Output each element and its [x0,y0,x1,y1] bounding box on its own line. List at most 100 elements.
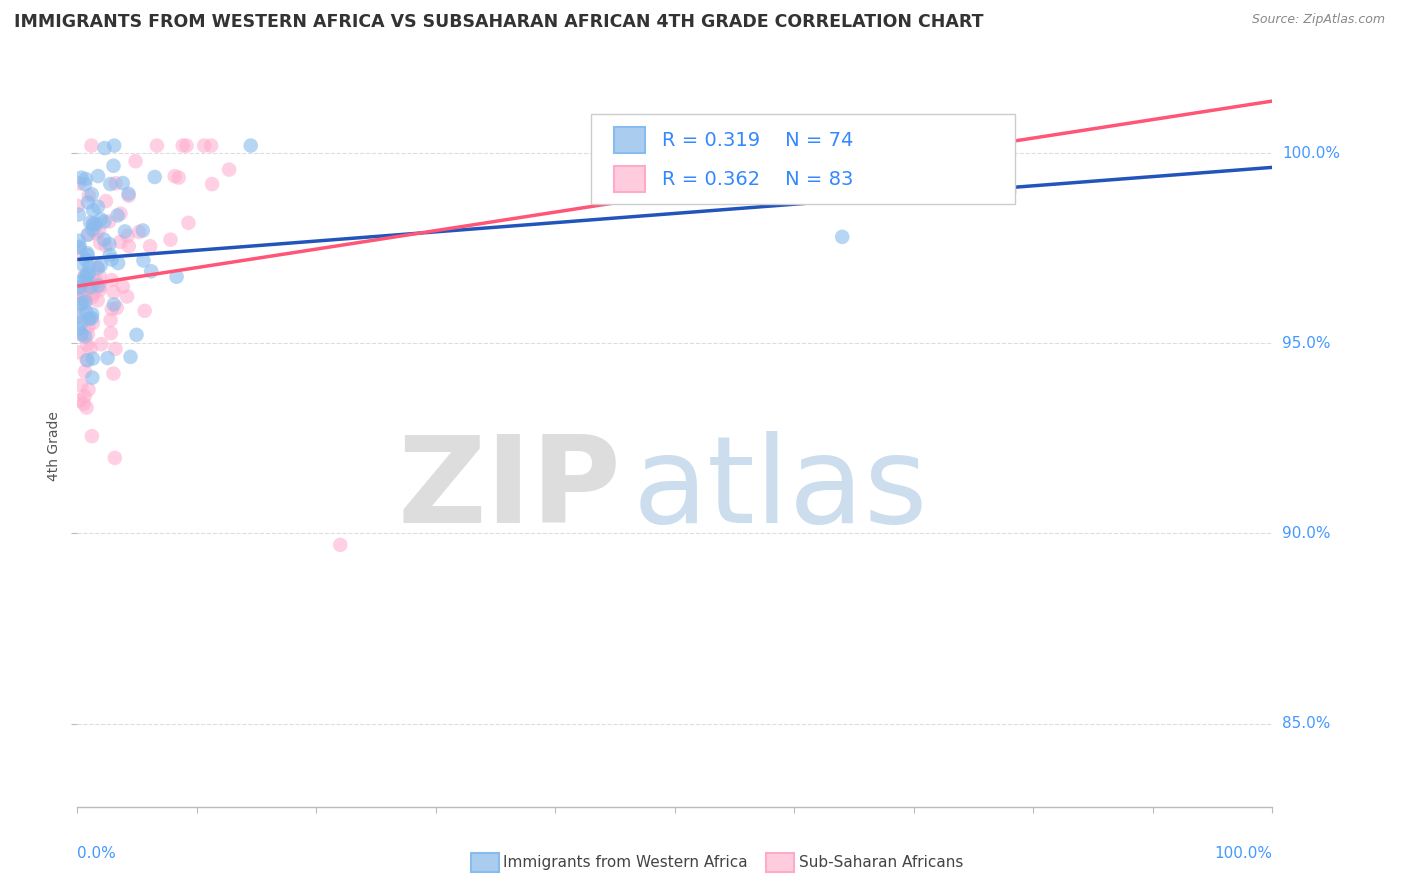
Point [100,313,122,327]
Point [97,351,120,365]
Point [118,239,141,253]
Point [103,297,125,311]
Point [128,225,150,239]
Point [104,342,127,356]
Point [76,352,98,367]
Point [70,170,93,185]
Point [77,327,100,342]
Point [76,246,98,260]
Bar [614,167,645,193]
Point [77,195,100,210]
Point [79,312,101,326]
Point [89,283,111,297]
Point [69,245,91,260]
Point [73,270,96,285]
Point [159,233,181,247]
Text: ZIP: ZIP [398,431,621,548]
Point [98,248,121,262]
Point [120,350,142,364]
Point [84,275,107,289]
Point [82,223,104,237]
Point [67,281,90,295]
Point [70,326,93,341]
Point [90,279,112,293]
Point [82,316,104,330]
Point [79,216,101,230]
Point [107,209,129,223]
Point [73,286,96,301]
Point [70,289,93,303]
Point [67,234,90,248]
Point [70,274,93,288]
Point [69,393,91,408]
Point [73,268,96,283]
Point [75,297,97,311]
Point [100,326,122,340]
Point [79,342,101,356]
Point [82,217,104,231]
Point [73,178,96,192]
Point [103,285,125,300]
Point [76,268,98,282]
Point [103,367,125,381]
Point [82,203,104,218]
Point [117,186,139,201]
Text: 95.0%: 95.0% [1282,335,1330,351]
Point [329,538,352,552]
Point [141,264,163,278]
Point [86,260,108,274]
Point [107,256,129,270]
Point [82,370,104,384]
Point [94,194,117,208]
Point [176,138,198,153]
Point [93,214,115,228]
Point [76,401,98,415]
Point [75,252,97,267]
Point [94,238,117,252]
Point [76,227,98,242]
Point [80,187,103,202]
Point [76,353,98,368]
Point [200,138,222,153]
Point [84,217,107,231]
Point [98,177,121,191]
Point [87,261,110,276]
Bar [614,128,645,153]
Point [86,274,108,288]
Point [103,159,125,173]
Point [80,311,103,326]
Text: R = 0.362    N = 83: R = 0.362 N = 83 [662,169,853,189]
Point [77,312,100,326]
Point [201,177,224,191]
Point [86,293,108,308]
Point [69,239,91,253]
Text: 90.0%: 90.0% [1282,526,1330,541]
Point [104,176,127,190]
Point [117,228,139,243]
Point [118,189,141,203]
Point [89,268,111,283]
Point [831,230,853,244]
Point [193,138,215,153]
Point [166,269,188,284]
Point [218,162,240,177]
Y-axis label: 4th Grade: 4th Grade [48,411,62,481]
Point [115,289,138,303]
Point [93,141,115,155]
Point [73,290,96,304]
Text: IMMIGRANTS FROM WESTERN AFRICA VS SUBSAHARAN AFRICAN 4TH GRADE CORRELATION CHART: IMMIGRANTS FROM WESTERN AFRICA VS SUBSAH… [14,13,984,31]
Text: Sub-Saharan Africans: Sub-Saharan Africans [799,855,963,870]
Point [70,378,93,392]
Point [111,176,134,190]
Point [67,241,90,255]
Point [69,280,91,294]
Point [110,206,132,220]
Point [98,214,121,228]
Point [75,172,97,186]
Point [73,365,96,379]
Point [87,224,110,238]
Point [132,223,155,237]
Point [80,280,103,294]
Point [75,294,97,309]
Point [73,389,96,403]
